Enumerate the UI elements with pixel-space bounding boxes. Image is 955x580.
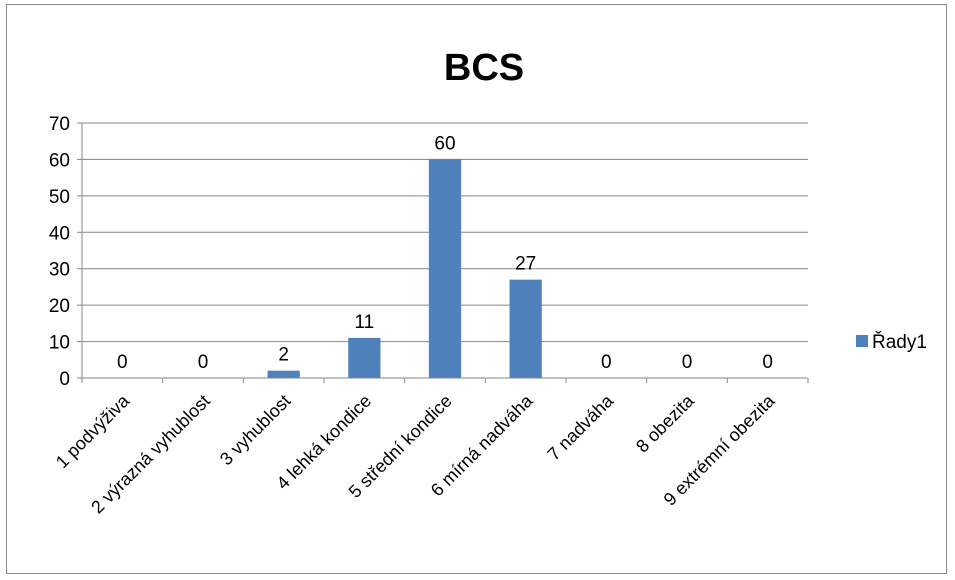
data-label: 0: [117, 352, 128, 373]
data-labels: 0 0 2 11 60 27 0 0 0: [117, 133, 773, 373]
data-label: 0: [762, 352, 773, 373]
data-label: 0: [682, 352, 693, 373]
y-tick-label: 0: [59, 369, 70, 390]
data-label: 0: [198, 352, 209, 373]
legend-swatch: [856, 335, 868, 347]
data-label: 11: [354, 312, 374, 333]
data-label: 60: [434, 133, 455, 154]
data-label: 27: [515, 254, 536, 275]
y-tick-label: 40: [49, 223, 70, 244]
x-tick-label: 3 vyhublost: [216, 391, 295, 470]
bars: [267, 159, 542, 378]
y-tick-label: 60: [49, 150, 70, 171]
bar: [348, 337, 381, 378]
legend-label: Řady1: [872, 331, 927, 353]
x-tick-label: 7 nadváha: [544, 390, 618, 464]
bar: [509, 279, 542, 378]
bar: [428, 159, 462, 378]
bar: [267, 370, 300, 378]
y-tick-label: 10: [49, 333, 70, 354]
y-tick-label: 70: [49, 114, 70, 135]
x-tick-label: 1 podvýživa: [52, 390, 134, 472]
y-axis-ticks: 0 10 20 30 40 50 60 70: [49, 114, 82, 390]
y-tick-label: 50: [49, 187, 70, 208]
y-tick-label: 30: [49, 260, 70, 281]
data-label: 2: [278, 345, 289, 366]
chart-title: BCS: [444, 47, 524, 89]
y-tick-label: 20: [49, 296, 70, 317]
legend: Řady1: [856, 331, 927, 353]
data-label: 0: [601, 352, 612, 373]
chart-frame: [6, 4, 947, 574]
x-tick-label: 8 obezita: [632, 390, 698, 456]
